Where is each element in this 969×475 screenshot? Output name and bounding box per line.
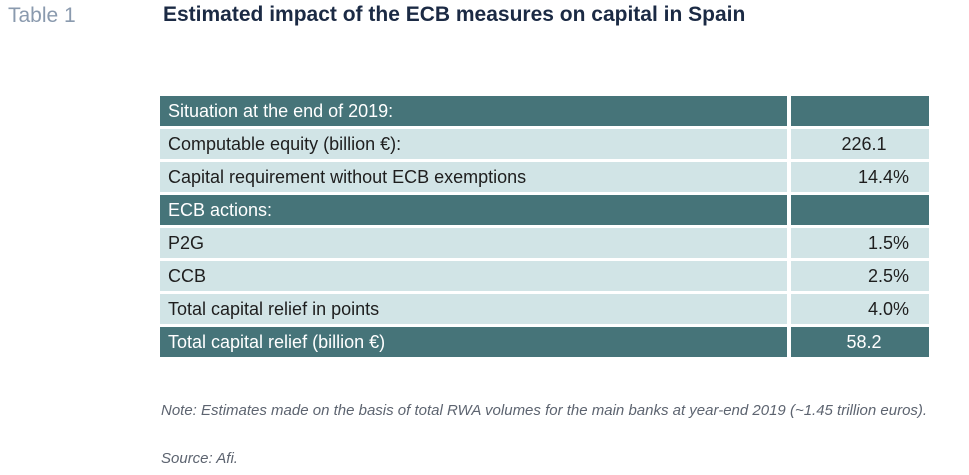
table-source: Source: Afi. xyxy=(161,450,238,467)
row-value: 1.5% xyxy=(791,228,929,258)
row-label: Total capital relief in points xyxy=(160,294,787,324)
table-row-situation-header: Situation at the end of 2019: xyxy=(160,96,929,126)
table-row-computable-equity: Computable equity (billion €): 226.1 xyxy=(160,129,929,159)
row-label: Capital requirement without ECB exemptio… xyxy=(160,162,787,192)
row-value: 226.1 xyxy=(791,129,929,159)
table-number: Table 1 xyxy=(8,4,76,27)
row-label: Total capital relief (billion €) xyxy=(160,327,787,357)
row-value xyxy=(791,195,929,225)
row-value: 4.0% xyxy=(791,294,929,324)
row-value: 2.5% xyxy=(791,261,929,291)
row-label: Computable equity (billion €): xyxy=(160,129,787,159)
table-row-ecb-actions-header: ECB actions: xyxy=(160,195,929,225)
table-row-total-relief-points: Total capital relief in points 4.0% xyxy=(160,294,929,324)
table-row-total-relief-billion: Total capital relief (billion €) 58.2 xyxy=(160,327,929,357)
row-value: 14.4% xyxy=(791,162,929,192)
table-row-ccb: CCB 2.5% xyxy=(160,261,929,291)
table-row-p2g: P2G 1.5% xyxy=(160,228,929,258)
table-row-capital-requirement: Capital requirement without ECB exemptio… xyxy=(160,162,929,192)
row-label: P2G xyxy=(160,228,787,258)
row-label: ECB actions: xyxy=(160,195,787,225)
row-label: CCB xyxy=(160,261,787,291)
table-note: Note: Estimates made on the basis of tot… xyxy=(161,402,928,419)
table-title: Estimated impact of the ECB measures on … xyxy=(163,3,746,26)
row-value xyxy=(791,96,929,126)
data-table: Situation at the end of 2019: Computable… xyxy=(160,96,929,360)
row-label: Situation at the end of 2019: xyxy=(160,96,787,126)
row-value: 58.2 xyxy=(791,327,929,357)
